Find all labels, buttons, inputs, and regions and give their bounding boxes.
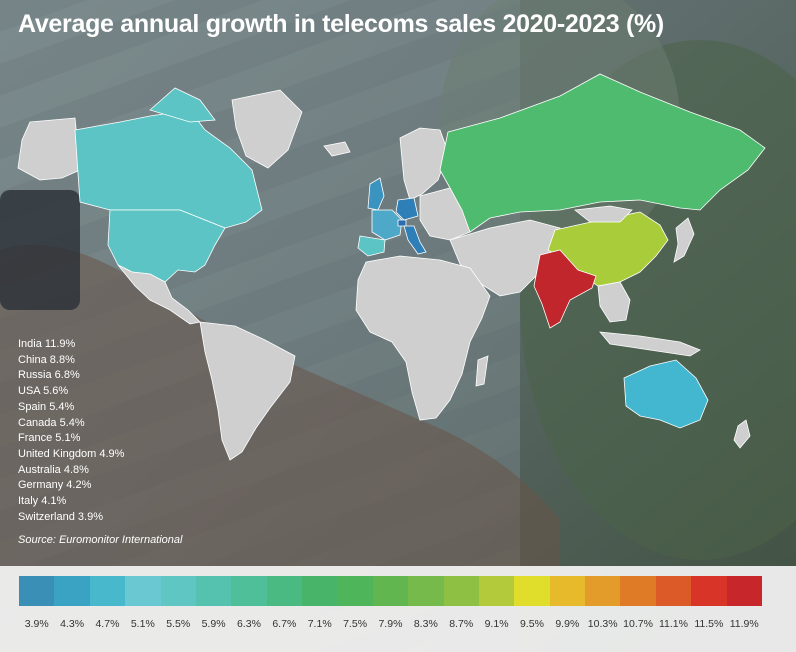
legend-tick-label: 8.7% <box>449 618 474 630</box>
stat-canada: Canada 5.4% <box>18 416 85 429</box>
legend-swatch <box>160 576 196 606</box>
legend-tick-label: 10.7% <box>623 618 653 630</box>
legend-tick-label: 6.7% <box>272 618 297 630</box>
region-canada-islands <box>149 87 216 123</box>
legend-swatch <box>549 576 585 606</box>
region-mongolia <box>573 205 633 223</box>
legend-tick-label: 10.3% <box>587 618 618 630</box>
legend-tick-label: 9.9% <box>555 618 580 630</box>
legend-swatch <box>231 576 267 606</box>
region-mexico <box>117 264 201 325</box>
legend-swatch <box>585 576 621 606</box>
legend-tick-label: 6.3% <box>236 618 261 630</box>
legend-swatch <box>19 576 55 606</box>
legend-tick-label: 11.9% <box>729 618 759 630</box>
legend-swatch <box>266 576 302 606</box>
stat-france: France 5.1% <box>18 432 81 445</box>
region-south-america <box>199 321 296 461</box>
region-spain <box>357 235 386 257</box>
legend-swatch <box>195 576 232 606</box>
region-switzerland <box>397 219 407 227</box>
legend-swatch <box>372 576 409 606</box>
legend-swatch <box>478 576 515 606</box>
legend-swatch <box>302 576 338 606</box>
region-russia <box>439 73 766 233</box>
legend-color-scale <box>19 576 762 606</box>
legend-tick-label: 3.9% <box>24 618 49 630</box>
region-japan <box>673 217 695 263</box>
legend-tick-label: 7.1% <box>307 618 332 630</box>
legend-tick-label: 5.5% <box>166 618 191 630</box>
region-madagascar <box>475 355 489 387</box>
country-growth-list: India 11.9% China 8.8% Russia 6.8% USA 5… <box>18 337 238 525</box>
region-se-asia <box>597 281 631 323</box>
region-france <box>371 209 403 241</box>
legend-tick-label: 5.1% <box>130 618 155 630</box>
legend-swatch <box>89 576 126 606</box>
legend-swatch <box>726 576 762 606</box>
region-indonesia <box>599 331 701 357</box>
source-note: Source: Euromonitor International <box>18 534 183 546</box>
legend-tick-label: 11.1% <box>658 618 688 630</box>
region-iceland <box>323 141 351 157</box>
legend-swatch <box>655 576 692 606</box>
legend-swatch <box>691 576 727 606</box>
legend-tick-label: 4.3% <box>60 618 85 630</box>
region-alaska <box>17 117 81 181</box>
legend-tick-label: 8.3% <box>413 618 438 630</box>
region-italy <box>403 225 427 255</box>
legend-tick-label: 9.1% <box>484 618 509 630</box>
legend-tick-labels: 3.9% 4.3% 4.7% 5.1% 5.5% 5.9% 6.3% 6.7% 7.1% 7.5%… <box>19 618 762 632</box>
region-australia <box>623 359 709 429</box>
legend-swatch <box>337 576 373 606</box>
stat-australia: Australia 4.8% <box>18 463 89 476</box>
stat-united-kingdom: United Kingdom 4.9% <box>18 447 125 460</box>
legend-tick-label: 11.5% <box>694 618 724 630</box>
region-africa <box>355 255 491 421</box>
stat-usa: USA 5.6% <box>18 385 69 398</box>
legend-swatch <box>514 576 550 606</box>
legend-tick-label: 7.9% <box>378 618 403 630</box>
legend-swatch <box>408 576 444 606</box>
region-new-zealand <box>733 419 751 449</box>
legend-swatch <box>54 576 90 606</box>
region-scandinavia <box>399 127 449 201</box>
legend-swatch <box>443 576 479 606</box>
stat-germany: Germany 4.2% <box>18 479 92 492</box>
legend-tick-label: 4.7% <box>95 618 120 630</box>
stat-spain: Spain 5.4% <box>18 400 75 413</box>
stat-china: China 8.8% <box>18 353 75 366</box>
region-germany <box>395 197 419 221</box>
region-uk <box>367 177 385 211</box>
legend-tick-label: 7.5% <box>343 618 368 630</box>
legend-swatch <box>620 576 656 606</box>
region-greenland <box>231 89 303 169</box>
legend-swatch <box>125 576 161 606</box>
page-title: Average annual growth in telecoms sales … <box>18 10 664 38</box>
stat-switzerland: Switzerland 3.9% <box>18 510 103 523</box>
world-map <box>17 73 766 461</box>
region-india <box>533 249 597 329</box>
stat-russia: Russia 6.8% <box>18 369 80 382</box>
legend-tick-label: 5.9% <box>201 618 226 630</box>
stat-india: India 11.9% <box>18 338 76 350</box>
legend-tick-label: 9.5% <box>519 618 544 630</box>
stat-italy: Italy 4.1% <box>18 495 67 508</box>
